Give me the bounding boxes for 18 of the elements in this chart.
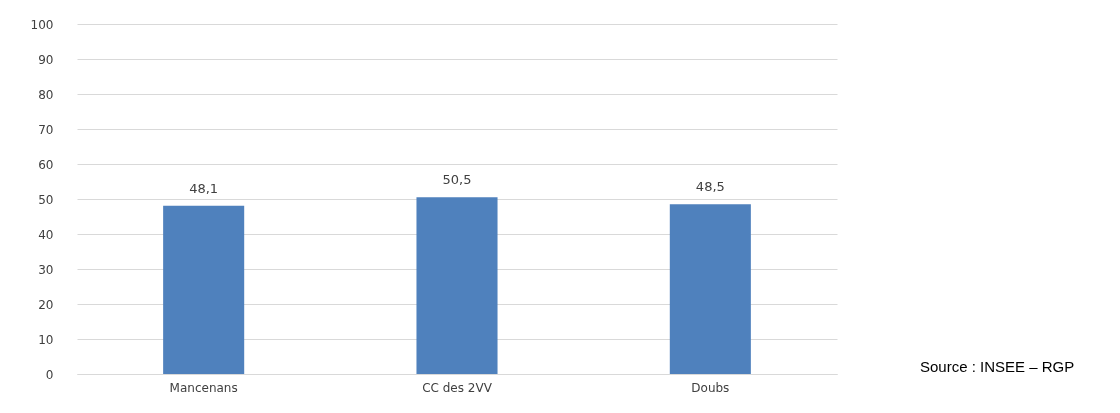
y-tick-label: 90: [38, 52, 54, 67]
data-label: 48,1: [189, 180, 219, 196]
x-tick-label: Mancenans: [169, 380, 238, 395]
y-tick-label: 70: [38, 122, 54, 137]
y-tick-label: 0: [45, 367, 54, 382]
data-label: 50,5: [442, 172, 472, 188]
x-tick-label: Doubs: [691, 380, 730, 395]
y-tick-label: 40: [38, 227, 54, 242]
y-tick-label: 10: [38, 332, 54, 347]
source-note: Source : INSEE – RGP: [920, 358, 1075, 375]
y-tick-label: 50: [38, 192, 54, 207]
y-tick-label: 20: [38, 297, 54, 312]
y-tick-label: 60: [38, 157, 54, 172]
x-tick-label: CC des 2VV: [422, 380, 493, 395]
data-label: 48,5: [695, 179, 725, 195]
y-tick-label: 100: [30, 17, 54, 32]
y-tick-label: 80: [38, 87, 54, 102]
y-tick-label: 30: [38, 262, 54, 277]
